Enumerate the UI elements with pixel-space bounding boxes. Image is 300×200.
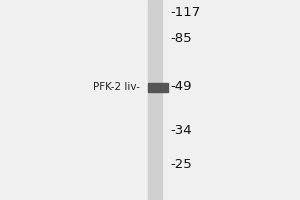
- Text: PFK-2 liv-: PFK-2 liv-: [93, 82, 140, 92]
- Text: -85: -85: [170, 31, 192, 45]
- Bar: [148, 0, 162, 200]
- Text: -25: -25: [170, 158, 192, 171]
- Text: -117: -117: [170, 5, 200, 19]
- Text: -49: -49: [170, 80, 191, 94]
- Text: -34: -34: [170, 123, 192, 136]
- Bar: [148, 82, 168, 92]
